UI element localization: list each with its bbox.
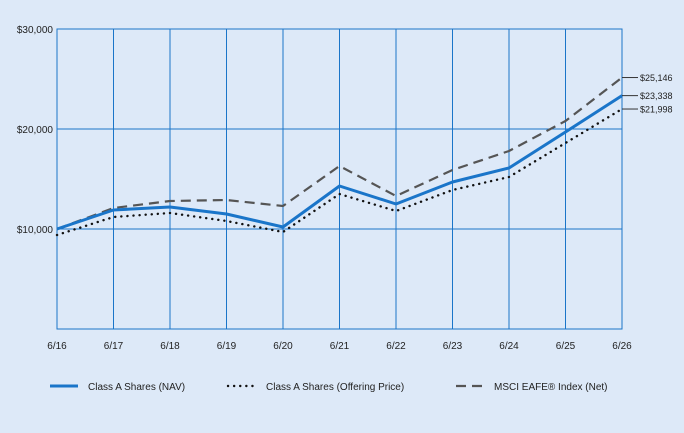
x-tick-label: 6/22 <box>386 341 406 352</box>
y-tick-label: $20,000 <box>17 125 54 136</box>
x-tick-label: 6/24 <box>499 341 519 352</box>
series-line-offering-price <box>55 107 624 237</box>
x-tick-label: 6/17 <box>104 341 124 352</box>
end-value-label: $21,998 <box>640 105 673 115</box>
x-tick-label: 6/25 <box>556 341 576 352</box>
legend-label: Class A Shares (NAV) <box>88 382 185 393</box>
x-tick-label: 6/26 <box>612 341 632 352</box>
series-line-index <box>56 76 623 231</box>
x-tick-label: 6/21 <box>330 341 350 352</box>
y-tick-label: $30,000 <box>17 25 54 36</box>
y-tick-label: $10,000 <box>17 225 54 236</box>
legend-label: Class A Shares (Offering Price) <box>266 382 404 393</box>
x-tick-label: 6/23 <box>443 341 463 352</box>
end-value-label: $25,146 <box>640 73 673 83</box>
end-value-label: $23,338 <box>640 91 673 101</box>
end-labels: $25,146 $23,338 $21,998 <box>622 73 673 115</box>
x-tick-label: 6/20 <box>273 341 293 352</box>
legend-label: MSCI EAFE® Index (Net) <box>494 382 608 393</box>
series-lines <box>55 76 624 237</box>
legend: Class A Shares (NAV) Class A Shares (Offe… <box>50 382 608 393</box>
series-line-nav <box>56 94 623 231</box>
x-tick-label: 6/16 <box>47 341 67 352</box>
y-axis: $10,000 $20,000 $30,000 <box>17 25 54 236</box>
x-tick-label: 6/18 <box>160 341 180 352</box>
grid <box>56 28 623 330</box>
x-axis: 6/16 6/17 6/18 6/19 6/20 6/21 6/22 6/23 6/24 6/25… <box>47 341 632 352</box>
x-tick-label: 6/19 <box>217 341 237 352</box>
